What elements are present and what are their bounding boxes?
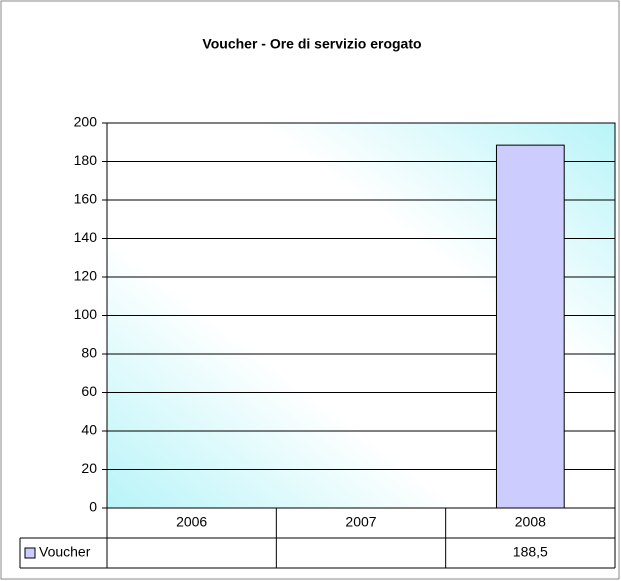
y-tick-label: 0 <box>89 499 97 515</box>
y-tick-label: 100 <box>74 306 98 322</box>
y-tick-label: 120 <box>74 268 98 284</box>
chart-title: Voucher - Ore di servizio erogato <box>202 36 421 52</box>
y-tick-label: 80 <box>81 345 97 361</box>
bar <box>495 144 565 509</box>
y-tick-label: 160 <box>74 191 98 207</box>
y-tick-label: 20 <box>81 460 97 476</box>
y-tick-label: 140 <box>74 229 98 245</box>
x-tick-label: 2007 <box>345 514 376 530</box>
data-table-value: 188,5 <box>513 544 548 560</box>
y-tick-label: 40 <box>81 422 97 438</box>
legend-key <box>24 547 36 559</box>
y-tick-label: 60 <box>81 383 97 399</box>
x-tick-label: 2008 <box>515 514 546 530</box>
x-tick-label: 2006 <box>176 514 207 530</box>
legend-label: Voucher <box>39 544 91 560</box>
y-tick-label: 180 <box>74 152 98 168</box>
y-tick-label: 200 <box>74 114 98 130</box>
